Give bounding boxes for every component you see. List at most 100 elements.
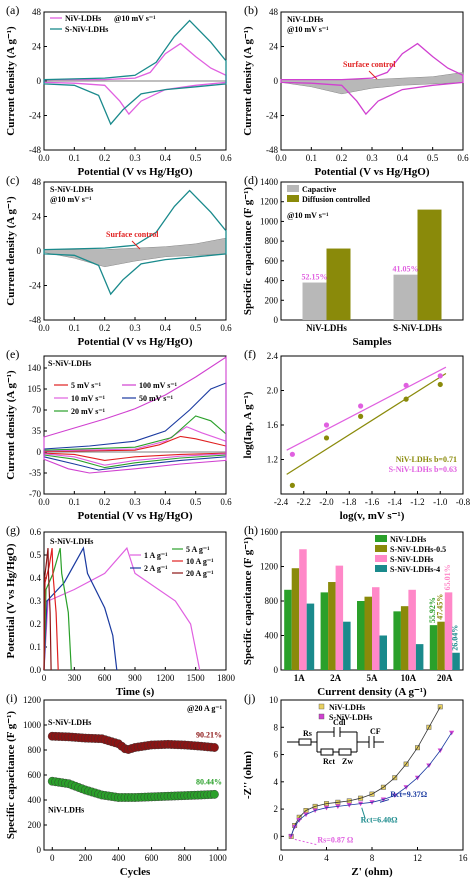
- x-tick-label: -1.6: [365, 497, 380, 507]
- x-tick-label: 0.3: [129, 323, 141, 333]
- region-label: Surface control: [343, 60, 396, 69]
- x-tick-label: 10A: [401, 673, 417, 683]
- y-tick-label: 200: [28, 820, 42, 830]
- legend-swatch: [287, 195, 299, 202]
- y-tick-label: 1200: [260, 197, 279, 207]
- x-tick-label: 300: [68, 673, 82, 683]
- y-tick-label: 24: [32, 212, 42, 222]
- annotation: @10 mV s⁻¹: [114, 14, 156, 23]
- x-axis-label: Potential (V vs Hg/HgO): [315, 166, 430, 178]
- x-tick-label: S-NiV-LDHs: [393, 323, 442, 333]
- legend-entry: 20 mV s⁻¹: [71, 407, 106, 416]
- y-tick-label: 600: [28, 770, 42, 780]
- x-tick-label: 0: [50, 853, 55, 863]
- panel-label: (d): [244, 173, 258, 187]
- x-tick-label: 0.3: [366, 153, 378, 163]
- x-tick-label: 800: [178, 853, 192, 863]
- x-tick-label: 0.0: [38, 497, 50, 507]
- series-line: [43, 382, 227, 471]
- resistor: [298, 738, 312, 746]
- panel-label: (c): [6, 173, 19, 187]
- chart-panel-b: (b) -48 -24 0 24 48 0.0 0.1 0.2 0.3 0.4 0.5 0.6 Poten…: [242, 3, 469, 178]
- y-tick-label: 800: [265, 236, 279, 246]
- x-axis-label: Cycles: [120, 866, 151, 878]
- x-tick-label: 8: [370, 853, 375, 863]
- y-tick-label: -48: [29, 145, 41, 155]
- y-axis-label: Current density (A g⁻¹): [242, 26, 254, 136]
- chart-panel-f: (f)1.21.62.02.4-2.4 -2.2 -2.0 -1.8 -1.6 -1.4-…: [242, 347, 471, 522]
- y-tick-label: 70: [32, 405, 42, 415]
- bar: [299, 549, 307, 670]
- circuit-label: Rct: [323, 757, 335, 766]
- x-tick-label: -2.2: [297, 497, 311, 507]
- x-tick-label: 0.2: [99, 153, 110, 163]
- chart-panel-e: (e) -70 -35 0 35 70 105 140 0.0 0.1 0.2 0.3 0.4 0.5 0.…: [5, 347, 232, 522]
- series-label: S-NiV-LDHs: [50, 185, 93, 194]
- bar: [452, 652, 460, 670]
- x-tick-label: 0.2: [336, 153, 347, 163]
- x-tick-label: 0.4: [160, 153, 172, 163]
- x-tick-label: -1.0: [433, 497, 448, 507]
- x-tick-label: 1200: [156, 673, 175, 683]
- bar: [444, 592, 453, 670]
- x-tick-label: 0.1: [306, 153, 317, 163]
- legend-entry: 10 mV s⁻¹: [71, 394, 106, 403]
- data-point: [437, 381, 443, 388]
- panel-label: (b): [244, 3, 258, 17]
- series-line: [43, 356, 227, 474]
- y-tick-label: 0.3: [30, 596, 42, 606]
- bar-label: 55.92%: [428, 597, 437, 623]
- bar-label: 52.15%: [302, 273, 328, 282]
- y-tick-label: 48: [32, 7, 42, 17]
- x-tick-label: 0.4: [160, 497, 172, 507]
- annotation-arrow: [379, 799, 390, 803]
- y-tick-label: 0.6: [30, 527, 42, 537]
- legend-swatch: [375, 535, 387, 542]
- legend-entry: 100 mV s⁻¹: [139, 381, 178, 390]
- x-tick-label: 20A: [437, 673, 453, 683]
- resistor: [320, 748, 334, 756]
- x-tick-label: 0.4: [397, 153, 409, 163]
- x-tick-label: 600: [98, 673, 112, 683]
- bar-label: 26.04%: [451, 625, 460, 651]
- y-tick-label: 24: [32, 42, 42, 52]
- y-tick-label: 0: [274, 315, 279, 325]
- x-tick-label: 12: [413, 853, 422, 863]
- y-tick-label: 10: [269, 695, 279, 705]
- annotation: Rct=9.37Ω: [390, 790, 428, 799]
- circuit-label: Rs: [303, 729, 312, 738]
- y-tick-label: 2: [274, 804, 279, 814]
- x-tick-label: 0.6: [220, 153, 232, 163]
- x-tick-label: 0.0: [275, 153, 287, 163]
- legend-entry: S-NiV-LDHs: [65, 25, 108, 34]
- x-tick-label: 4: [324, 853, 329, 863]
- legend-swatch: [318, 713, 325, 720]
- bar: [408, 589, 416, 670]
- legend-entry: NiV-LDHs: [329, 703, 365, 712]
- y-tick-label: -24: [29, 281, 41, 291]
- y-tick-label: 8: [274, 722, 279, 732]
- chart-panel-c: (c) -48 -24 0 24 48 0.0 0.1 0.2 0.3 0.4 0.5 0.6 Poten…: [5, 173, 232, 348]
- y-tick-label: 2.0: [267, 386, 279, 396]
- annotation: Rct=6.40Ω: [361, 816, 399, 825]
- x-tick-label: 1A: [294, 673, 306, 683]
- region-label: Surface control: [106, 230, 159, 239]
- x-axis-label: Time (s): [116, 686, 155, 698]
- y-tick-label: -70: [29, 489, 41, 499]
- chart-panel-d: (d) 0 200 400 600 800 1000 1200 1400 Samples Speci…: [242, 173, 464, 348]
- y-tick-label: 1000: [23, 720, 42, 730]
- y-tick-label: 400: [265, 631, 279, 641]
- chart-panel-g: (g) 0.0 0.1 0.2 0.3 0.4 0.5 0.6 0 300 600 900 1200 15…: [5, 523, 236, 698]
- x-tick-label: 0.5: [190, 323, 202, 333]
- data-point: [288, 834, 294, 839]
- data-point: [403, 382, 409, 388]
- y-axis-label: Specific capacitance (F g⁻¹): [242, 187, 254, 315]
- annotation: @10 mV s⁻¹: [50, 195, 92, 204]
- x-tick-label: 2A: [330, 673, 342, 683]
- y-tick-label: -24: [29, 111, 41, 121]
- data-point: [210, 789, 219, 799]
- legend-entry: Capactive: [302, 185, 337, 194]
- x-tick-label: 1000: [209, 853, 228, 863]
- legend-entry: S-NiV-LDHs b=0.63: [389, 465, 457, 474]
